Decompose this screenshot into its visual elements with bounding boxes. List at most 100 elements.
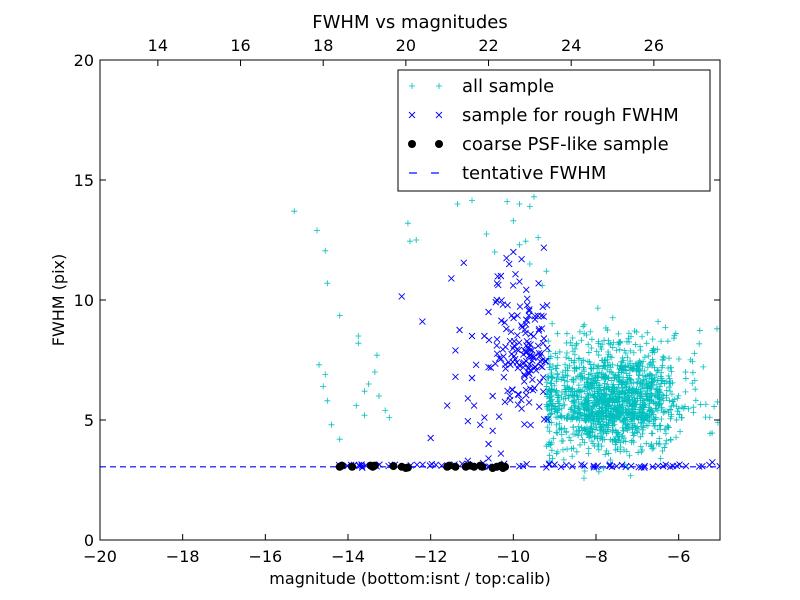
all-sample-point <box>589 391 596 398</box>
rough-fwhm-point <box>525 307 533 315</box>
all-sample-point <box>583 430 590 437</box>
all-sample-point <box>649 362 656 369</box>
all-sample-point <box>595 352 602 359</box>
all-sample-point <box>355 333 362 339</box>
all-sample-point <box>655 318 662 325</box>
all-sample-point <box>578 394 585 401</box>
all-sample-point <box>590 417 597 424</box>
all-sample-point <box>670 335 677 342</box>
rough-fwhm-point <box>669 462 677 470</box>
rough-fwhm-point <box>500 373 508 381</box>
all-sample-point <box>556 402 563 409</box>
all-sample-point <box>649 379 656 386</box>
all-sample-point <box>662 408 669 415</box>
all-sample-point <box>652 416 659 423</box>
x-tick-label: −8 <box>584 547 608 566</box>
rough-fwhm-point <box>517 396 525 404</box>
psf-like-point <box>501 462 510 471</box>
all-sample-point <box>691 377 698 384</box>
rough-fwhm-point <box>505 260 513 268</box>
all-sample-point <box>578 360 585 366</box>
all-sample-point <box>571 364 578 371</box>
rough-fwhm-point <box>472 361 480 369</box>
all-sample-point <box>601 387 608 394</box>
all-sample-point <box>609 314 616 321</box>
rough-fwhm-point <box>516 303 524 310</box>
all-sample-point <box>664 422 671 429</box>
all-sample-point <box>600 422 607 429</box>
all-sample-point <box>549 320 556 327</box>
all-sample-point <box>578 400 585 407</box>
all-sample-point <box>336 436 343 443</box>
all-sample-point <box>563 350 570 357</box>
all-sample-point <box>682 388 689 395</box>
legend-x-mark <box>435 111 443 119</box>
all-sample-point <box>609 422 616 429</box>
all-sample-point <box>585 445 592 452</box>
all-sample-point <box>554 430 561 437</box>
rough-fwhm-point <box>545 461 553 468</box>
psf-like-point <box>470 462 479 471</box>
all-sample-point <box>634 389 641 396</box>
rough-fwhm-point <box>608 463 616 471</box>
all-sample-point <box>641 417 648 424</box>
rough-fwhm-point <box>499 346 507 353</box>
all-sample-point <box>627 472 634 479</box>
all-sample-point <box>554 330 561 337</box>
rough-fwhm-point <box>481 414 488 421</box>
all-sample-point <box>569 391 576 398</box>
rough-fwhm-point <box>485 336 493 344</box>
all-sample-point <box>516 201 523 207</box>
all-sample-point <box>605 337 612 344</box>
all-sample-point <box>602 373 609 380</box>
all-sample-point <box>609 384 616 391</box>
all-sample-point <box>639 333 646 340</box>
rough-fwhm-point <box>525 399 533 406</box>
rough-fwhm-point <box>532 367 540 374</box>
all-sample-point <box>584 376 591 383</box>
all-sample-point <box>574 373 581 380</box>
rough-fwhm-point <box>509 345 517 352</box>
all-sample-point <box>568 404 575 411</box>
legend-dot-mark <box>408 140 416 148</box>
all-sample-point <box>605 408 612 415</box>
rough-fwhm-point <box>492 298 500 306</box>
rough-fwhm-point <box>494 273 501 280</box>
all-sample-point <box>650 399 657 406</box>
rough-fwhm-point <box>476 421 484 429</box>
all-sample-point <box>578 337 585 344</box>
all-sample-point <box>621 394 628 401</box>
rough-fwhm-point <box>501 319 508 326</box>
rough-fwhm-point <box>485 455 492 462</box>
rough-fwhm-point <box>618 461 626 469</box>
all-sample-point <box>588 425 595 432</box>
all-sample-point <box>607 436 614 443</box>
all-sample-point <box>567 416 574 423</box>
all-sample-point <box>625 330 632 337</box>
all-sample-point <box>654 377 661 384</box>
all-sample-point <box>556 348 563 355</box>
all-sample-point <box>554 362 561 369</box>
all-sample-point <box>611 405 618 412</box>
all-sample-point <box>583 332 590 339</box>
all-sample-point <box>526 261 533 267</box>
all-sample-point <box>609 393 616 400</box>
all-sample-point <box>673 416 680 423</box>
all-sample-point <box>522 238 529 245</box>
legend-x-mark <box>408 111 416 119</box>
rough-fwhm-point <box>524 364 532 371</box>
all-sample-point <box>646 394 653 401</box>
all-sample-point <box>622 438 629 445</box>
all-sample-point <box>620 446 627 453</box>
all-sample-point <box>713 325 720 332</box>
all-sample-point <box>602 451 609 458</box>
rough-fwhm-point <box>512 270 519 278</box>
all-sample-point <box>575 382 582 389</box>
psf-like-point <box>445 461 454 470</box>
all-sample-point <box>609 344 616 351</box>
all-sample-point <box>659 356 666 363</box>
all-sample-point <box>563 354 570 361</box>
rough-fwhm-point <box>539 339 547 347</box>
all-sample-point <box>655 393 662 400</box>
all-sample-point <box>642 391 649 398</box>
